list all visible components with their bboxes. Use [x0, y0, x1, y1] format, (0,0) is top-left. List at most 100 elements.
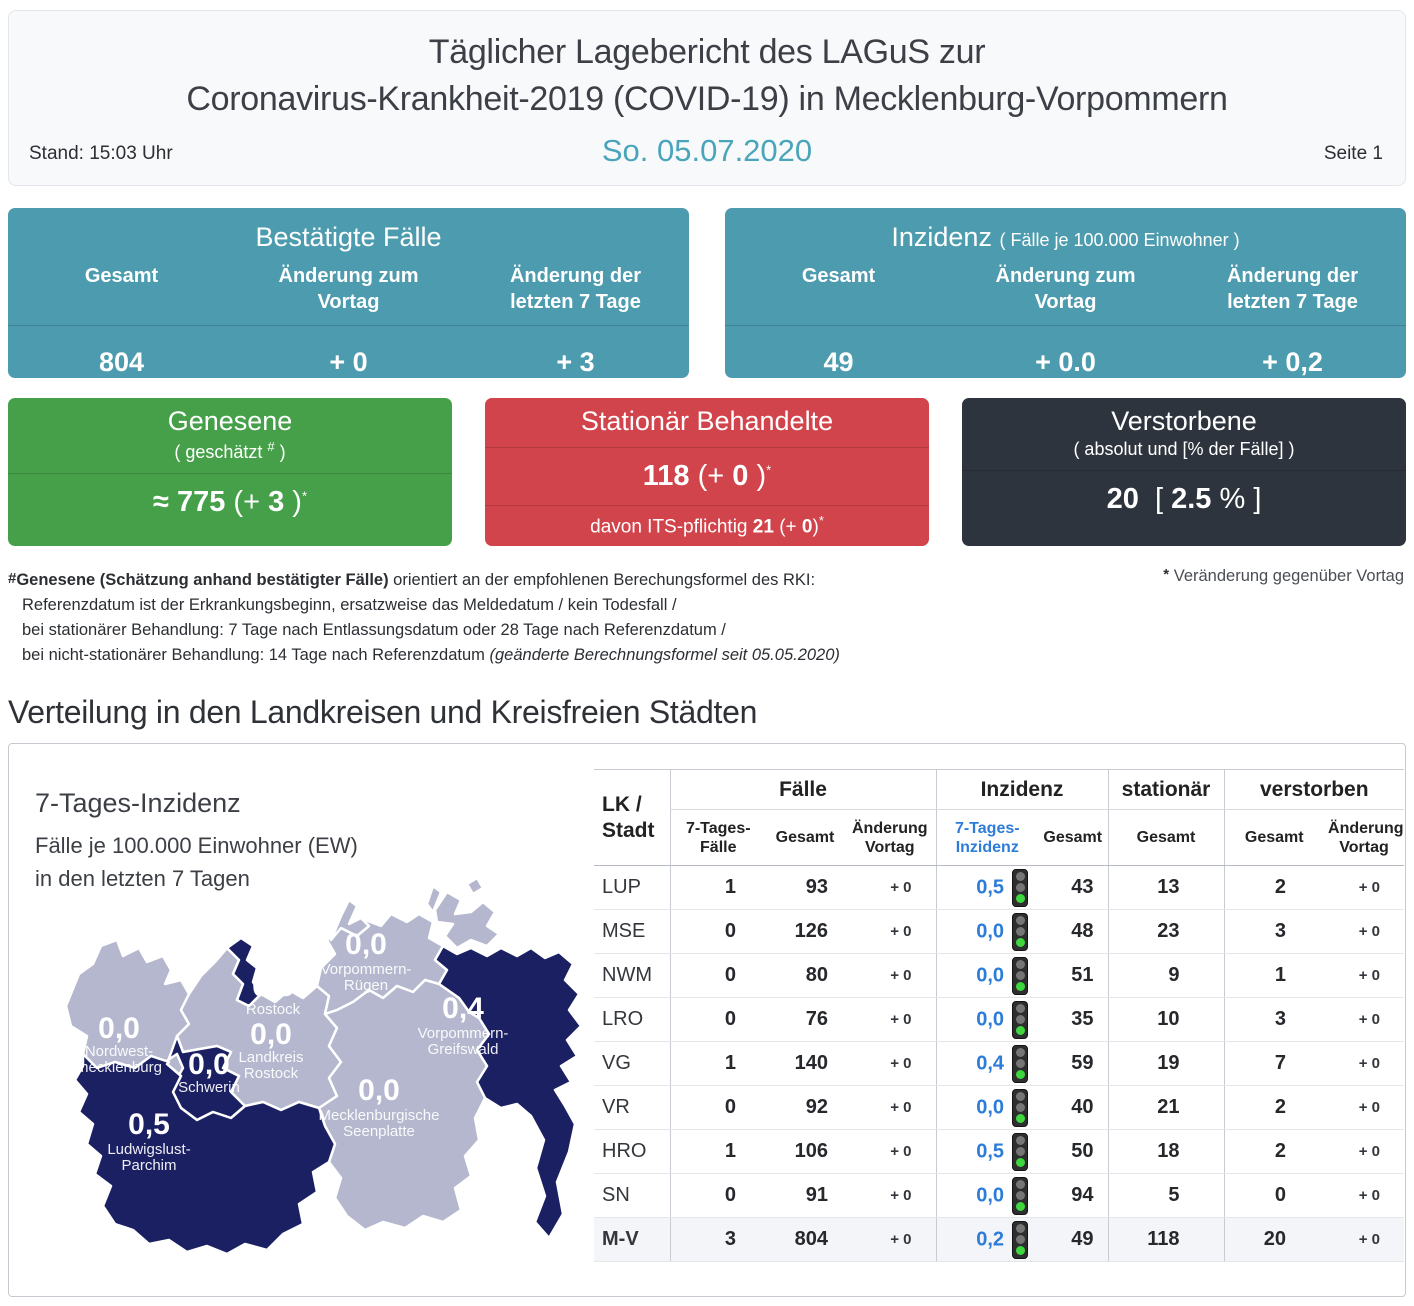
map-region-ruegen-island — [433, 890, 501, 950]
cell-inzidenz-gesamt: 50 — [1038, 1129, 1109, 1174]
cell-verstorben-gesamt: 2 — [1223, 1129, 1325, 1174]
cell-faelle-aenderung: + 0 — [844, 1041, 937, 1086]
map-region-darss-peninsula — [329, 898, 371, 942]
cell-inzidenz-gesamt: 49 — [1038, 1217, 1109, 1262]
cell-inzidenz-gesamt: 51 — [1038, 953, 1109, 998]
cell-7-tages-faelle: 0 — [669, 997, 766, 1042]
map-label-mecklenburgische-seenplatte: 0,0 Mecklenburgische Seenplatte — [319, 1074, 440, 1140]
cell-7-tages-faelle: 1 — [669, 1041, 766, 1086]
cell-district: VG — [594, 1041, 670, 1086]
card-subtitle: ( geschätzt # ) — [174, 439, 286, 462]
incidence-total-value: 49 — [823, 347, 854, 377]
traffic-light-green-icon — [1012, 1000, 1029, 1039]
cell-faelle-aenderung: + 0 — [844, 865, 937, 910]
cell-stationaer-gesamt: 23 — [1107, 909, 1225, 954]
col-label-aenderung-7-tage: Änderung der letzten 7 Tage — [509, 265, 642, 313]
subheader-7-tages-inzidenz: 7-Tages- Inzidenz — [935, 809, 1039, 866]
cell-inzidenz-gesamt: 40 — [1038, 1085, 1109, 1130]
svg-text:0,0: 0,0 — [345, 928, 387, 961]
report-title-line1: Täglicher Lagebericht des LAGuS zur — [428, 33, 986, 71]
col-label-aenderung-vortag: Änderung zum Vortag — [995, 265, 1136, 313]
svg-text:0,0: 0,0 — [250, 1018, 292, 1051]
cell-stationaer-gesamt: 5 — [1107, 1173, 1225, 1218]
report-header: Täglicher Lagebericht des LAGuS zur Coro… — [8, 10, 1406, 186]
hospitalized-card: Stationär Behandelte 118 (+ 0 )* davon I… — [485, 398, 929, 546]
traffic-light-green-icon — [1012, 1176, 1029, 1215]
svg-text:0,5: 0,5 — [252, 970, 294, 1003]
col-label-gesamt: Gesamt — [84, 265, 159, 287]
cell-faelle-aenderung: + 0 — [844, 1085, 937, 1130]
map-region-ludwigslust-parchim — [73, 1052, 337, 1256]
traffic-light-green-icon — [1012, 912, 1029, 951]
cell-7-tages-faelle: 0 — [669, 1173, 766, 1218]
cell-7-tages-faelle: 3 — [669, 1217, 766, 1262]
star-marker: * — [766, 462, 772, 478]
cell-district: SN — [594, 1173, 670, 1218]
divider — [962, 470, 1406, 471]
subheader-7-tages-faelle: 7-Tages- Fälle — [669, 809, 766, 866]
cell-7-tages-inzidenz: 0,4 — [935, 1041, 1039, 1086]
cell-faelle-aenderung: + 0 — [844, 997, 937, 1042]
cell-7-tages-faelle: 1 — [669, 1129, 766, 1174]
card-title: Inzidenz ( Fälle je 100.000 Einwohner ) — [891, 222, 1240, 252]
cell-inzidenz-gesamt: 94 — [1038, 1173, 1109, 1218]
map-subtitle1: Fälle je 100.000 Einwohner (EW) — [35, 833, 358, 858]
cell-faelle-gesamt: 140 — [766, 1041, 844, 1086]
incidence-delta-day-value: + 0.0 — [1035, 347, 1096, 377]
svg-text:Schwerin: Schwerin — [178, 1079, 240, 1096]
confirmed-delta-week-value: + 3 — [556, 347, 595, 377]
map-region-hiddensee-island — [425, 884, 443, 914]
district-panel: 7-Tages-Inzidenz Fälle je 100.000 Einwoh… — [8, 743, 1406, 1297]
table-row-hro: HRO 1 106 + 0 0,5 50 18 2 + 0 — [594, 1129, 1405, 1174]
page-number: Seite 1 — [1323, 143, 1383, 164]
cell-stationaer-gesamt: 13 — [1107, 865, 1225, 910]
cell-7-tages-inzidenz: 0,5 — [935, 1129, 1039, 1174]
deceased-card: Verstorbene ( absolut und [% der Fälle] … — [962, 398, 1406, 546]
cell-verstorben-gesamt: 3 — [1223, 909, 1325, 954]
footnotes: #Genesene (Schätzung anhand bestätigter … — [8, 566, 1406, 668]
star-marker: * — [1163, 566, 1170, 583]
divider — [8, 325, 689, 326]
cell-7-tages-inzidenz: 0,2 — [935, 1217, 1039, 1262]
cell-verstorben-gesamt: 1 — [1223, 953, 1325, 998]
table-corner-lk-stadt: LK / Stadt — [594, 769, 670, 866]
cell-verstorben-gesamt: 2 — [1223, 865, 1325, 910]
map-region-island-small — [465, 876, 485, 896]
cell-stationaer-gesamt: 118 — [1107, 1217, 1225, 1262]
table-row-mv-total: M-V 3 804 + 0 0,2 49 118 20 + 0 — [594, 1217, 1405, 1262]
svg-text:Nordwest-: Nordwest- — [85, 1043, 153, 1060]
svg-text:Rostock: Rostock — [246, 1001, 301, 1018]
cell-faelle-aenderung: + 0 — [844, 953, 937, 998]
cell-verstorben-gesamt: 0 — [1223, 1173, 1325, 1218]
cell-faelle-gesamt: 92 — [766, 1085, 844, 1130]
deceased-value: 20 [ 2.5 % ] — [1106, 483, 1262, 515]
cell-verstorben-gesamt: 3 — [1223, 997, 1325, 1042]
cell-faelle-gesamt: 91 — [766, 1173, 844, 1218]
confirmed-total-value: 804 — [98, 347, 145, 377]
card-title: Genesene — [167, 406, 293, 436]
cell-7-tages-faelle: 1 — [669, 865, 766, 910]
svg-text:0,0: 0,0 — [98, 1012, 140, 1045]
table-row-sn: SN 0 91 + 0 0,0 94 5 0 + 0 — [594, 1173, 1405, 1218]
map-legend: 7-Tages-Inzidenz Fälle je 100.000 Einwoh… — [35, 788, 358, 895]
svg-text:Ludwigslust-: Ludwigslust- — [107, 1141, 190, 1158]
table-row-mse: MSE 0 126 + 0 0,0 48 23 3 + 0 — [594, 909, 1405, 954]
traffic-light-green-icon — [1012, 956, 1029, 995]
recovered-value: ≈ 775 (+ 3 )* — [152, 486, 308, 518]
cell-verstorben-aenderung: + 0 — [1324, 1085, 1405, 1130]
cell-inzidenz-gesamt: 43 — [1038, 865, 1109, 910]
group-header-stationaer: stationär — [1107, 769, 1225, 810]
map-label-nordwestmecklenburg: 0,0 Nordwest- mecklenburg — [76, 1012, 162, 1076]
incidence-delta-week-value: + 0,2 — [1262, 347, 1323, 377]
card-title: Stationär Behandelte — [580, 406, 834, 436]
traffic-light-green-icon — [1012, 1044, 1029, 1083]
cell-stationaer-gesamt: 9 — [1107, 953, 1225, 998]
card-title: Bestätigte Fälle — [255, 222, 442, 252]
cell-7-tages-inzidenz: 0,0 — [935, 953, 1039, 998]
cell-inzidenz-gesamt: 59 — [1038, 1041, 1109, 1086]
star-marker: * — [818, 513, 824, 528]
report-date: So. 05.07.2020 — [601, 133, 813, 168]
svg-text:0,0: 0,0 — [188, 1048, 230, 1081]
traffic-light-green-icon — [1012, 868, 1029, 907]
cell-verstorben-aenderung: + 0 — [1324, 1173, 1405, 1218]
